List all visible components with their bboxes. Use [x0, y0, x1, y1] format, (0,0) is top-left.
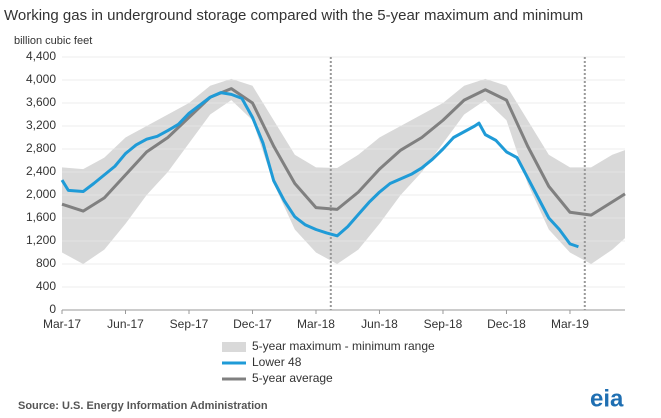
series-line	[61, 87, 626, 217]
source: Source: U.S. Energy Information Administ…	[18, 400, 268, 412]
x-tick-label: Jun-18	[361, 317, 398, 331]
y-tick-label: 2,000	[26, 187, 56, 201]
x-tick-label: Dec-17	[233, 317, 272, 331]
y-tick-label: 3,200	[26, 118, 56, 132]
x-tick-label: Sep-18	[424, 317, 463, 331]
x-tick-label: Mar-19	[551, 317, 589, 331]
legend-label: 5-year maximum - minimum range	[252, 339, 435, 353]
y-tick-label: 0	[49, 302, 56, 316]
logo: eia	[590, 385, 624, 412]
x-tick-label: Jun-17	[107, 317, 144, 331]
legend-label: 5-year average	[252, 371, 333, 385]
x-tick-label: Mar-18	[297, 317, 335, 331]
y-tick-label: 2,400	[26, 164, 56, 178]
chart-title: Working gas in underground storage compa…	[4, 7, 583, 24]
y-tick-label: 1,600	[26, 210, 56, 224]
range-area	[62, 78, 625, 264]
y-tick-label: 4,000	[26, 72, 56, 86]
y-tick-label: 1,200	[26, 233, 56, 247]
y-tick-label: 800	[36, 256, 56, 270]
legend-label: Lower 48	[252, 355, 302, 369]
y-tick-label: 4,400	[26, 49, 56, 63]
y-tick-label: 400	[36, 279, 56, 293]
y-tick-label: 2,800	[26, 141, 56, 155]
x-tick-label: Sep-17	[170, 317, 209, 331]
y-tick-label: 3,600	[26, 95, 56, 109]
series-line	[60, 91, 579, 249]
legend-swatch	[222, 342, 246, 352]
x-tick-label: Dec-18	[487, 317, 526, 331]
y-axis-label: billion cubic feet	[14, 35, 92, 47]
x-tick-label: Mar-17	[43, 317, 81, 331]
